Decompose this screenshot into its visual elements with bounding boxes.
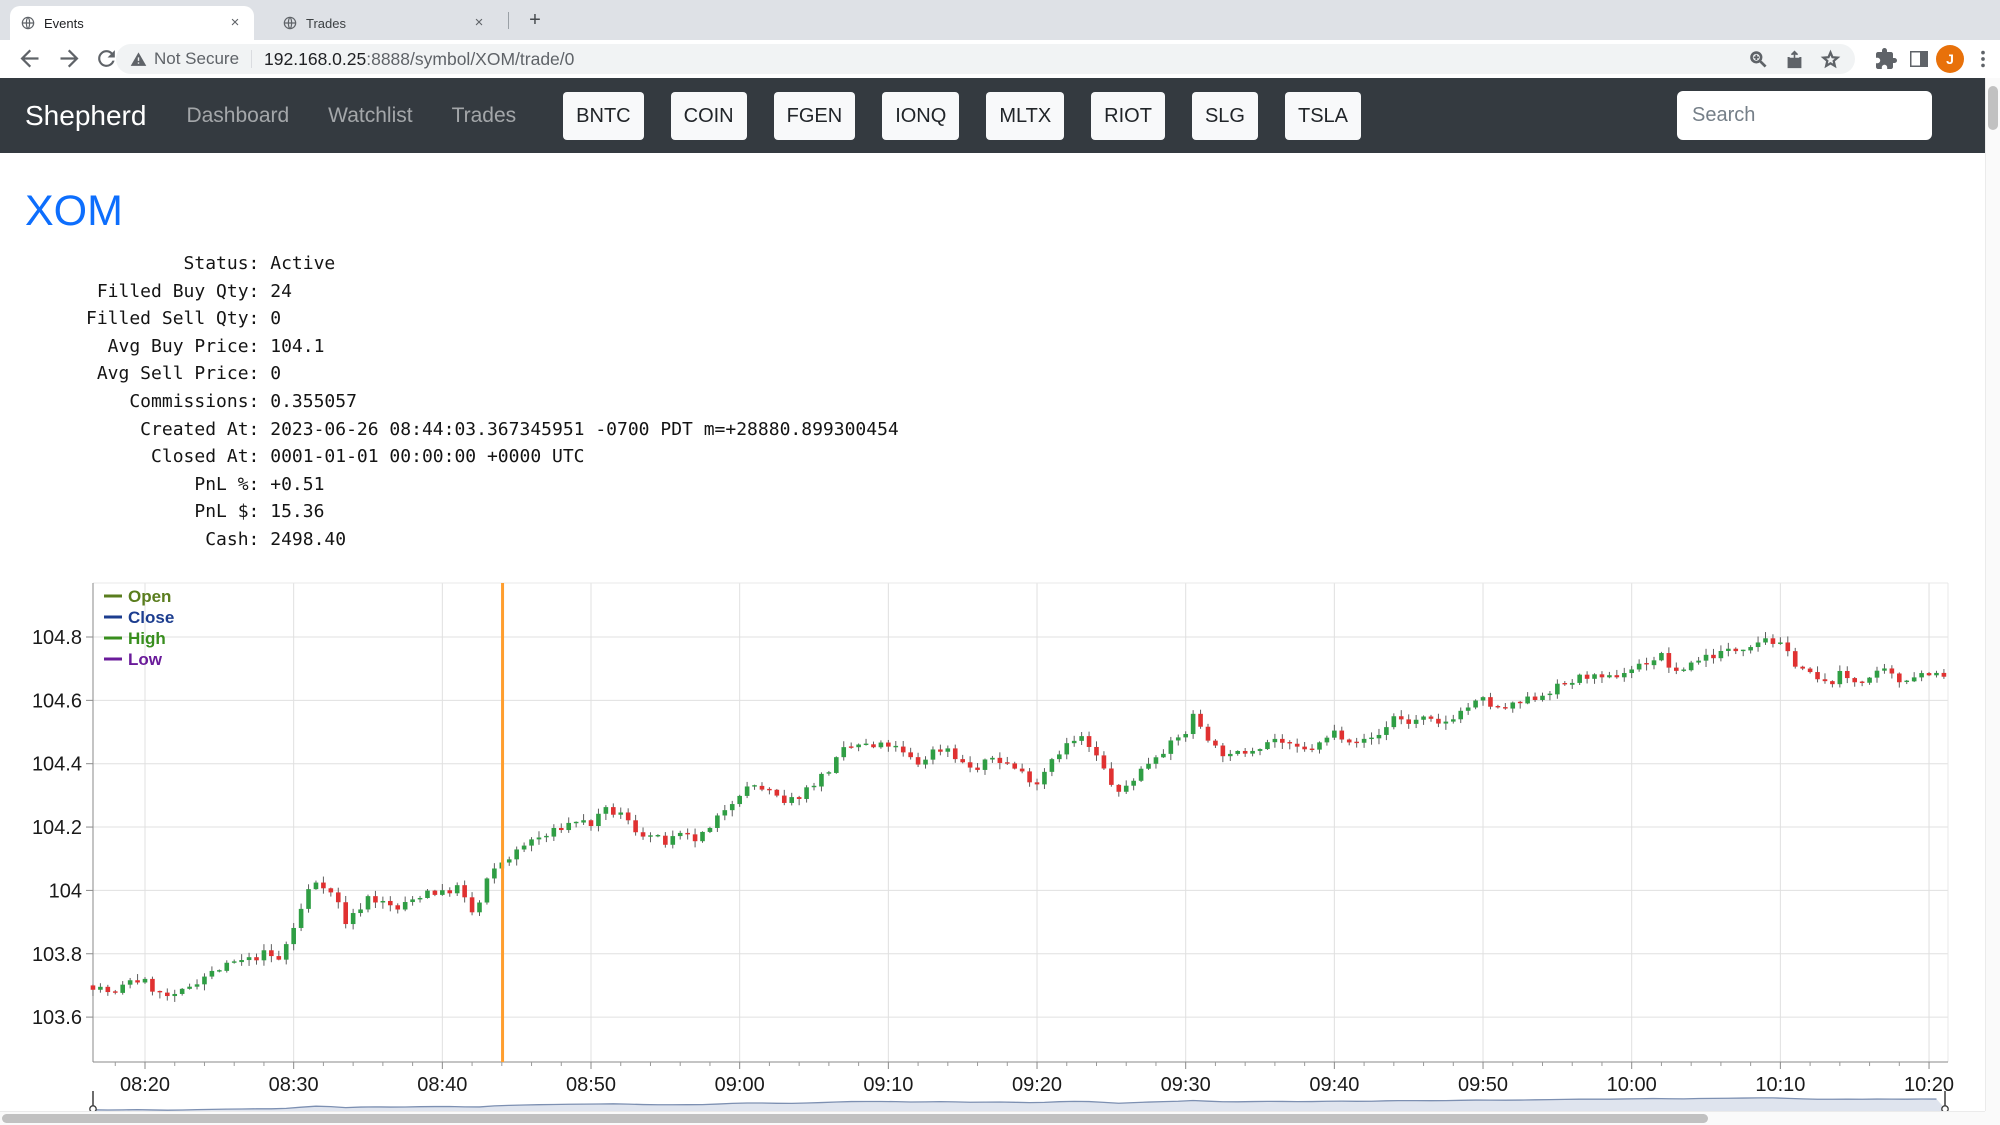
forward-icon[interactable] [56, 45, 83, 72]
svg-text:Low: Low [128, 650, 163, 669]
horizontal-scrollbar-thumb[interactable] [2, 1114, 1708, 1123]
svg-text:104: 104 [49, 880, 82, 902]
scrollbar-corner [1985, 1111, 2000, 1125]
bookmark-star-icon[interactable] [1820, 49, 1841, 70]
svg-text:09:30: 09:30 [1161, 1074, 1211, 1096]
svg-text:09:40: 09:40 [1309, 1074, 1359, 1096]
price-candlestick-chart[interactable]: 103.6 103.8 104 104.2 104.4 104.6 104.8 08:20 08… [0, 560, 1985, 1112]
ticker-button-fgen[interactable]: FGEN [773, 91, 856, 140]
svg-text:08:20: 08:20 [120, 1074, 170, 1096]
ticker-button-riot[interactable]: RIOT [1091, 91, 1165, 140]
url-text[interactable]: 192.168.0.25:8888/symbol/XOM/trade/0 [264, 49, 574, 70]
tab-title: Events [44, 15, 84, 31]
ticker-button-tsla[interactable]: TSLA [1284, 91, 1362, 140]
zoom-icon[interactable] [1748, 49, 1769, 70]
extensions-puzzle-icon[interactable] [1874, 47, 1898, 71]
url-host: 192.168.0.25 [264, 48, 367, 69]
tab-close-icon[interactable]: × [474, 14, 484, 31]
svg-text:104.2: 104.2 [32, 817, 82, 839]
svg-text:08:50: 08:50 [566, 1074, 616, 1096]
menu-dots-icon[interactable] [1972, 47, 1994, 71]
svg-text:104.8: 104.8 [32, 627, 82, 649]
warning-icon [130, 51, 147, 68]
tab-divider [508, 12, 509, 29]
ticker-button-group: BNTC COIN FGEN IONQ MLTX RIOT SLG TSLA [563, 91, 1362, 140]
back-icon[interactable] [16, 45, 43, 72]
search-input[interactable] [1677, 91, 1932, 140]
share-icon[interactable] [1784, 49, 1805, 70]
svg-text:Close: Close [128, 608, 174, 627]
vertical-scrollbar-thumb[interactable] [1988, 86, 1998, 130]
tab-title: Trades [306, 15, 346, 31]
brand-shepherd[interactable]: Shepherd [25, 99, 147, 131]
navigator-right-handle[interactable] [1941, 1091, 1949, 1112]
svg-text:08:30: 08:30 [269, 1074, 319, 1096]
horizontal-scrollbar[interactable] [0, 1111, 1985, 1125]
browser-tab-events[interactable]: Events × [10, 6, 254, 40]
svg-text:103.8: 103.8 [32, 944, 82, 966]
svg-text:09:00: 09:00 [715, 1074, 765, 1096]
globe-favicon [282, 15, 298, 31]
navigator-left-handle[interactable] [89, 1091, 97, 1112]
chart-navigator[interactable] [89, 1091, 1949, 1112]
security-label[interactable]: Not Secure [154, 49, 240, 68]
nav-link-watchlist[interactable]: Watchlist [328, 103, 413, 127]
globe-favicon [20, 15, 36, 31]
new-tab-button[interactable]: + [529, 9, 541, 31]
svg-text:09:50: 09:50 [1458, 1074, 1508, 1096]
svg-text:10:10: 10:10 [1755, 1074, 1805, 1096]
nav-link-dashboard[interactable]: Dashboard [186, 103, 290, 127]
trade-status-block: Status: Active Filled Buy Qty: 24 Filled… [86, 253, 899, 550]
chart-legend: Open Close High Low [104, 587, 174, 669]
ticker-button-slg[interactable]: SLG [1191, 91, 1258, 140]
url-path: :8888/symbol/XOM/trade/0 [366, 48, 575, 69]
svg-text:10:00: 10:00 [1607, 1074, 1657, 1096]
svg-text:103.6: 103.6 [32, 1007, 82, 1029]
svg-text:08:40: 08:40 [417, 1074, 467, 1096]
omnibox-divider [251, 50, 253, 68]
ticker-button-coin[interactable]: COIN [670, 91, 747, 140]
svg-text:High: High [128, 629, 166, 648]
chart-axes [86, 583, 1948, 1069]
nav-link-trades[interactable]: Trades [451, 103, 517, 127]
vertical-scrollbar[interactable] [1985, 78, 2000, 1111]
svg-text:104.6: 104.6 [32, 690, 82, 712]
app-navbar: Shepherd Dashboard Watchlist Trades BNTC… [0, 78, 1985, 153]
chart-axis-labels: 103.6 103.8 104 104.2 104.4 104.6 104.8 08:20 08… [32, 627, 1954, 1096]
svg-text:Open: Open [128, 587, 171, 606]
svg-text:10:20: 10:20 [1904, 1074, 1954, 1096]
ticker-button-mltx[interactable]: MLTX [986, 91, 1065, 140]
address-bar[interactable]: Not Secure 192.168.0.25:8888/symbol/XOM/… [116, 44, 1855, 74]
page-title: XOM [25, 187, 123, 235]
side-panel-icon[interactable] [1907, 47, 1931, 71]
ticker-button-bntc[interactable]: BNTC [563, 91, 644, 140]
profile-avatar[interactable]: J [1936, 45, 1964, 73]
browser-tab-trades[interactable]: Trades × [272, 6, 498, 40]
ticker-button-ionq[interactable]: IONQ [882, 91, 960, 140]
svg-text:104.4: 104.4 [32, 754, 82, 776]
tab-close-icon[interactable]: × [230, 14, 240, 31]
candlestick-series [90, 632, 1947, 1002]
chart-gridlines [93, 582, 1949, 1062]
svg-text:09:10: 09:10 [863, 1074, 913, 1096]
browser-tab-strip: Events × Trades × + [0, 0, 2000, 40]
svg-text:09:20: 09:20 [1012, 1074, 1062, 1096]
